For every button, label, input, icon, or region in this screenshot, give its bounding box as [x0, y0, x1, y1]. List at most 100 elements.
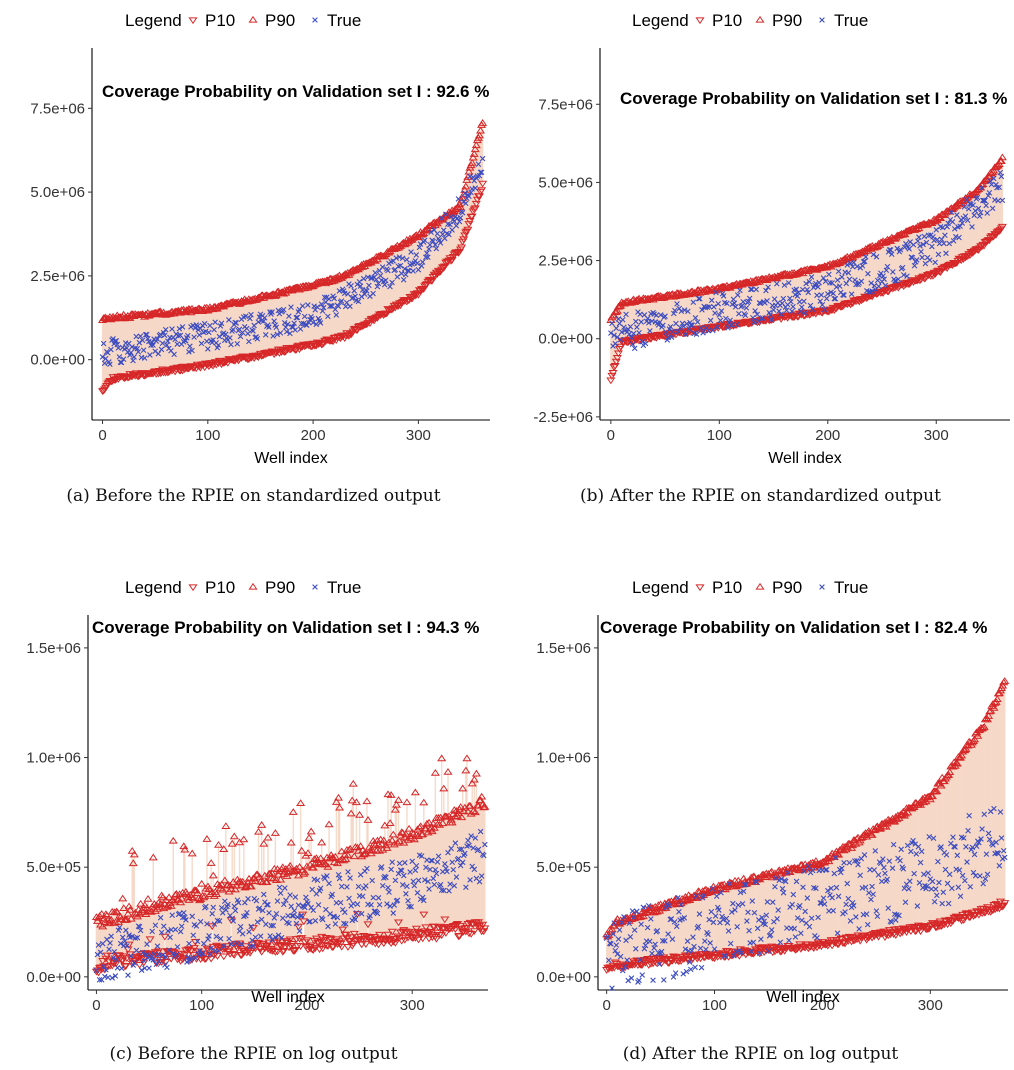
p90-point	[997, 153, 1007, 161]
x-tick-label: 300	[400, 997, 425, 1014]
true-point	[118, 359, 125, 366]
true-point	[674, 301, 680, 307]
x-axis-title: Well index	[254, 450, 328, 467]
true-point	[834, 277, 841, 283]
true-point	[416, 244, 423, 251]
true-point	[336, 288, 343, 294]
true-point	[401, 872, 407, 879]
true-point	[252, 934, 259, 941]
true-point	[382, 277, 389, 284]
p10-point	[204, 948, 214, 955]
true-point	[934, 236, 941, 243]
true-point	[194, 323, 201, 330]
p10-point	[184, 946, 194, 954]
p90-point	[390, 805, 400, 813]
true-point	[207, 322, 213, 329]
true-point	[385, 884, 391, 891]
true-point	[239, 329, 246, 336]
true-point	[394, 897, 401, 904]
x-tick-label: 0	[98, 427, 106, 444]
true-point	[949, 219, 956, 225]
true-point	[151, 951, 158, 958]
true-point	[618, 329, 625, 335]
true-point	[472, 185, 479, 191]
p10-point	[183, 946, 193, 954]
true-point	[785, 280, 792, 286]
p10-point	[106, 952, 116, 960]
chart-panel-a: 0.0e+00 2.5e+06 5.0e+06 7.5e+06 0 100 200 300 We…	[0, 0, 507, 470]
true-point	[389, 279, 395, 286]
true-point	[412, 867, 419, 874]
true-point	[396, 860, 403, 867]
p90-point	[129, 850, 139, 858]
true-point	[984, 210, 991, 216]
true-point	[237, 923, 244, 930]
p10-point	[181, 364, 191, 372]
p90-point	[458, 784, 468, 792]
true-point	[276, 884, 283, 891]
true-point	[255, 319, 262, 325]
true-point	[404, 256, 410, 263]
p90-point	[300, 868, 310, 876]
true-point	[739, 302, 745, 309]
p90-point	[475, 126, 486, 134]
legend-p90-label: P90	[265, 11, 295, 30]
legend-true-marker	[819, 17, 825, 23]
true-point	[921, 233, 928, 240]
p90-point	[263, 833, 273, 841]
true-point	[352, 916, 359, 923]
true-point	[455, 196, 462, 202]
true-point	[831, 295, 838, 302]
true-point	[943, 250, 949, 257]
true-point	[227, 335, 233, 341]
true-point	[733, 321, 740, 328]
true-point	[359, 893, 366, 900]
p90-point	[331, 798, 341, 805]
true-point	[450, 866, 457, 873]
true-point	[408, 249, 414, 255]
true-point	[768, 317, 775, 323]
true-point	[393, 255, 400, 261]
true-point	[226, 317, 232, 323]
true-point	[342, 909, 348, 916]
true-point	[478, 873, 485, 879]
true-point	[282, 324, 289, 331]
true-point	[431, 881, 438, 888]
true-point	[233, 940, 240, 947]
true-point	[137, 927, 144, 934]
x-tick-label: 100	[707, 427, 732, 444]
true-point	[365, 274, 371, 280]
p90-point	[339, 856, 349, 864]
true-point	[298, 320, 305, 327]
true-point	[636, 329, 642, 336]
p10-point	[207, 923, 217, 931]
true-point	[164, 964, 170, 971]
p10-point	[467, 213, 477, 221]
true-point	[642, 340, 649, 347]
true-point	[423, 864, 429, 871]
chart-c: 0.0e+00 5.0e+05 1.0e+06 1.5e+06 0 100 200 300 We…	[26, 578, 490, 1014]
true-point	[621, 324, 627, 331]
p10-point	[363, 921, 373, 929]
p90-point	[375, 846, 385, 854]
p90-point	[391, 800, 401, 808]
p90-point	[310, 859, 320, 867]
legend: Legend P10 P90 True	[125, 11, 361, 30]
true-point	[938, 236, 945, 243]
p90-point	[478, 119, 488, 126]
true-point	[980, 197, 986, 204]
true-point	[262, 332, 269, 338]
true-point	[204, 921, 210, 927]
p90-point	[278, 863, 288, 871]
true-point	[165, 928, 171, 934]
p90-point	[365, 846, 375, 854]
p10-point	[320, 942, 330, 949]
y-tick-label: 0.0e+00	[30, 352, 85, 369]
p90-point	[355, 810, 365, 818]
true-point	[373, 276, 380, 283]
p90-point	[127, 846, 137, 854]
true-point	[470, 845, 477, 851]
true-point	[433, 870, 440, 877]
true-point	[476, 172, 483, 179]
true-point	[728, 322, 735, 329]
